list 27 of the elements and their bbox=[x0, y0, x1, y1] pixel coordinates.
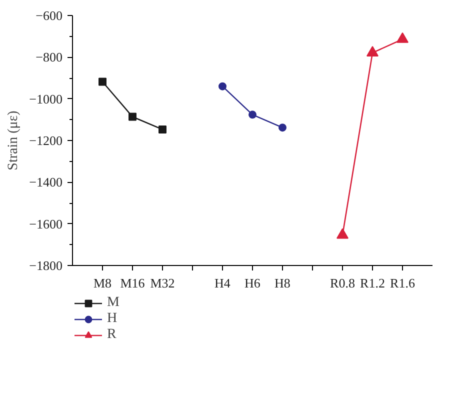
x-tick-label: H8 bbox=[274, 276, 290, 290]
y-axis-title: Strain (με) bbox=[6, 110, 22, 170]
x-tick-label: R1.6 bbox=[390, 276, 416, 290]
point bbox=[98, 78, 106, 86]
x-tick-label: R1.2 bbox=[360, 276, 385, 290]
x-tick-label: R0.8 bbox=[330, 276, 355, 290]
legend-label: H bbox=[107, 311, 118, 327]
y-tick-label: −1200 bbox=[29, 133, 63, 148]
y-tick-label: −600 bbox=[36, 8, 63, 23]
legend-label: R bbox=[107, 327, 118, 343]
point bbox=[128, 112, 136, 121]
y-tick-label: −1600 bbox=[29, 216, 63, 232]
y-tick-label: −1000 bbox=[29, 91, 63, 106]
y-tick-label: −800 bbox=[36, 50, 63, 65]
y-tick-label: −1800 bbox=[29, 258, 63, 273]
point bbox=[248, 110, 256, 119]
point bbox=[218, 82, 226, 90]
y-tick-label: −1400 bbox=[29, 174, 63, 190]
point bbox=[278, 124, 286, 132]
x-tick-label: M16 bbox=[120, 276, 146, 290]
x-tick-label: H6 bbox=[244, 276, 261, 290]
point bbox=[158, 125, 166, 134]
x-tick-label: M8 bbox=[93, 276, 112, 290]
x-tick-label: M32 bbox=[150, 276, 175, 290]
legend-label: M bbox=[107, 295, 120, 311]
point bbox=[336, 228, 348, 239]
x-tick-label: H4 bbox=[214, 276, 231, 290]
